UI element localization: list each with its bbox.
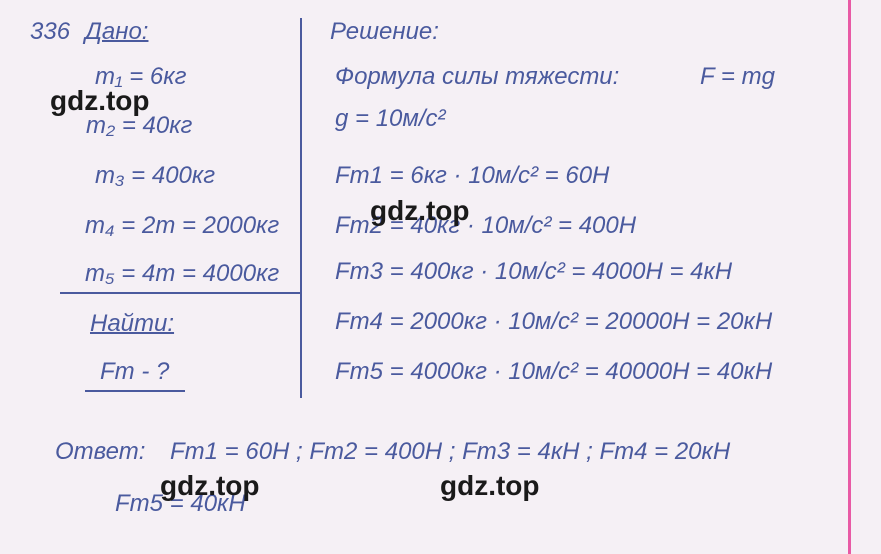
ft4: Fт4 = 2000кг · 10м/с² = 20000Н = 20кН (335, 308, 772, 336)
notebook-page: 336 Дано: Решение: m₁ = 6кг m₂ = 40кг m₃… (0, 0, 881, 554)
formula-label: Формула силы тяжести: (335, 63, 619, 91)
formula: F = mg (700, 63, 775, 91)
given-m5: m₅ = 4т = 4000кг (85, 260, 279, 288)
find-label: Найти: (90, 310, 174, 338)
watermark-2: gdz.top (370, 195, 470, 227)
watermark-4: gdz.top (440, 470, 540, 502)
find-underline (85, 390, 185, 392)
solution-label: Решение: (330, 18, 439, 46)
given-solution-divider (300, 18, 302, 398)
find-value: Fт - ? (100, 358, 169, 386)
ft1: Fт1 = 6кг · 10м/с² = 60Н (335, 162, 609, 190)
given-label: Дано: (85, 18, 148, 46)
g-value: g = 10м/с² (335, 105, 446, 133)
problem-number: 336 (30, 18, 70, 46)
given-m4: m₄ = 2т = 2000кг (85, 212, 279, 240)
watermark-3: gdz.top (160, 470, 260, 502)
answer-label: Ответ: (55, 438, 145, 466)
given-underline (60, 292, 300, 294)
watermark-1: gdz.top (50, 85, 150, 117)
notebook-margin-line (848, 0, 851, 554)
given-m3: m₃ = 400кг (95, 162, 215, 190)
ft3: Fт3 = 400кг · 10м/с² = 4000Н = 4кН (335, 258, 732, 286)
ft5: Fт5 = 4000кг · 10м/с² = 40000Н = 40кН (335, 358, 772, 386)
answer-line1: Fт1 = 60Н ; Fт2 = 400Н ; Fт3 = 4кН ; Fт4… (170, 438, 730, 466)
